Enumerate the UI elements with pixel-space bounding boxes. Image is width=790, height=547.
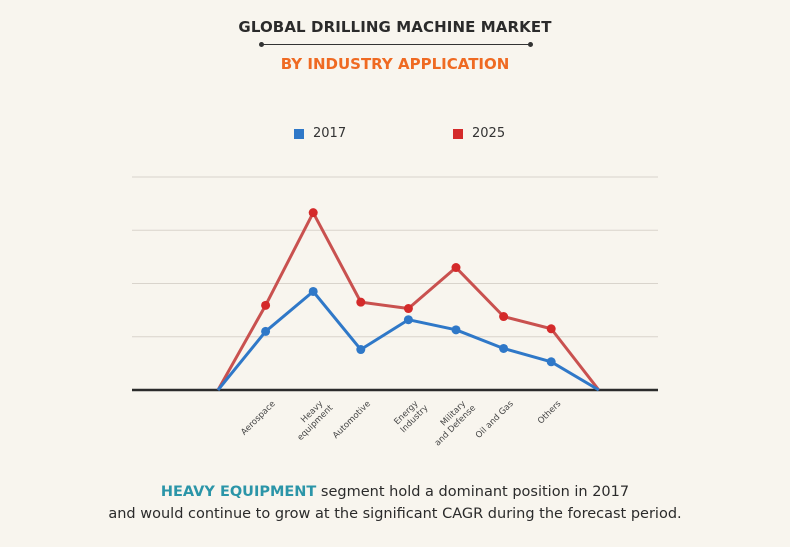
data-point-2017-2 [308,286,318,296]
x-tick-label-6: Others [536,399,564,427]
x-tick-label-line: Oil and Gas [474,399,516,441]
legend-item-2017: 2017 [294,126,346,141]
x-tick-label-line: Aerospace [239,399,277,437]
data-point-2025-3 [356,297,366,307]
legend-swatch-2017 [294,128,304,139]
data-point-2017-5 [451,325,461,335]
data-point-2017-3 [356,345,366,355]
data-point-2017-1 [261,326,271,336]
x-tick-label-2: Automotive [331,399,373,441]
x-tick-label-1: Heavyequipment [289,396,336,443]
data-point-2017-7 [546,357,556,367]
chart-subtitle: BY INDUSTRY APPLICATION [280,55,510,73]
data-point-2017-4 [403,315,413,325]
data-point-2025-6 [499,312,509,322]
legend-label-2025: 2025 [472,126,506,141]
x-tick-label-line: Automotive [331,399,373,441]
data-point-2025-2 [308,208,318,218]
x-tick-label-0: Aerospace [239,399,277,437]
x-tick-label-3: EnergyIndustry [392,396,431,435]
data-point-2025-7 [546,324,556,334]
x-tick-label-line: Others [536,399,564,427]
caption-line-2: and would continue to grow at the signif… [108,506,682,522]
divider-dot-left [259,42,264,47]
caption-line-1-text: segment hold a dominant position in 2017 [316,484,630,500]
x-tick-label-4: Militaryand Defense [426,396,478,448]
legend-item-2025: 2025 [453,126,505,141]
legend-swatch-2025 [453,128,463,139]
data-point-2025-1 [261,300,271,310]
data-point-2025-4 [403,304,413,314]
caption-line-1: HEAVY EQUIPMENT segment hold a dominant … [0,481,790,503]
divider-dot-right [528,42,533,47]
legend-label-2017: 2017 [313,126,347,141]
data-point-2025-5 [451,263,461,273]
series-line-2025 [216,211,600,391]
x-tick-label-5: Oil and Gas [474,399,516,441]
caption-highlight: HEAVY EQUIPMENT [160,484,317,500]
chart-title: GLOBAL DRILLING MACHINE MARKET [238,18,552,36]
title-divider [259,42,533,47]
chart-caption: HEAVY EQUIPMENT segment hold a dominant … [0,481,790,525]
data-point-2017-6 [499,343,509,353]
